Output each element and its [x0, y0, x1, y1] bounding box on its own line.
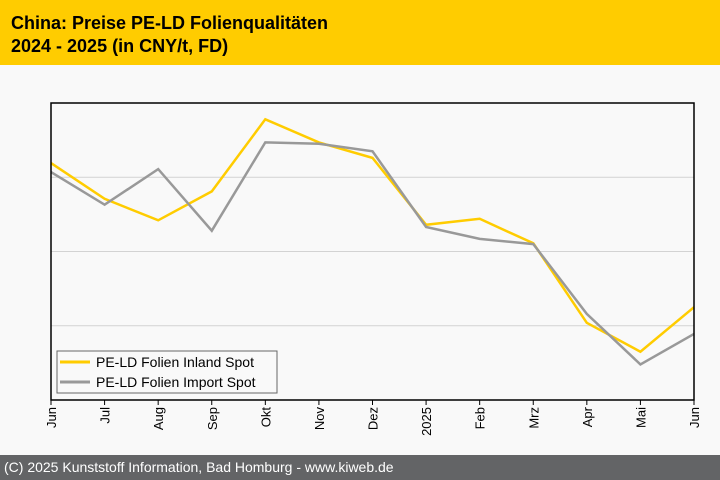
- x-tick-label: 2025: [419, 407, 434, 436]
- x-tick-label: Feb: [473, 407, 488, 429]
- footer-bar: (C) 2025 Kunststoff Information, Bad Hom…: [0, 455, 720, 480]
- x-tick-label: Jun: [44, 407, 59, 428]
- x-tick-label: Mrz: [526, 407, 541, 429]
- x-tick-label: Nov: [312, 407, 327, 431]
- legend-label-inland: PE-LD Folien Inland Spot: [96, 354, 254, 370]
- x-tick-label: Apr: [580, 406, 595, 427]
- x-tick-label: Jun: [687, 407, 702, 428]
- series-line-inland: [50, 117, 695, 354]
- header-banner: China: Preise PE-LD Folienqualitäten 202…: [0, 0, 720, 65]
- series-line-import: [50, 141, 695, 366]
- copyright-text: (C) 2025 Kunststoff Information, Bad Hom…: [4, 459, 394, 475]
- x-tick-label: Jul: [98, 407, 113, 424]
- legend-box: [56, 350, 278, 394]
- chart-title-line2: 2024 - 2025 (in CNY/t, FD): [11, 36, 229, 56]
- x-tick-label: Dez: [366, 407, 381, 430]
- x-tick-label: Aug: [151, 407, 166, 430]
- legend-label-import: PE-LD Folien Import Spot: [96, 374, 256, 390]
- x-tick-label: Okt: [258, 407, 273, 428]
- x-tick-label: Sep: [205, 407, 220, 430]
- x-tick-label: Mai: [633, 407, 648, 428]
- chart-title-line1: China: Preise PE-LD Folienqualitäten: [11, 13, 329, 33]
